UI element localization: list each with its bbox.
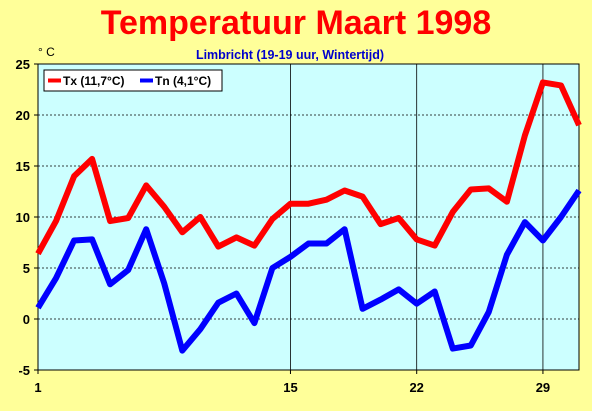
- chart-title: Temperatuur Maart 1998: [101, 4, 492, 42]
- series-lines: [35, 79, 582, 354]
- tick-labels: -5 0 5 10 15 20 25 1 15 22 29: [16, 57, 551, 395]
- x-tick-label: 15: [283, 380, 297, 395]
- y-tick-label: 25: [16, 57, 30, 72]
- grid-lines: [34, 63, 579, 374]
- x-tick-label: 29: [536, 380, 550, 395]
- x-tick-label: 22: [409, 380, 423, 395]
- series-line-0: [35, 79, 582, 256]
- y-axis-unit: ° C: [38, 45, 55, 59]
- y-tick-label: 10: [16, 210, 30, 225]
- y-tick-label: 15: [16, 159, 30, 174]
- x-tick-label: 1: [34, 380, 41, 395]
- chart-subtitle: Limbricht (19-19 uur, Wintertijd): [196, 48, 384, 62]
- legend: Tx (11,7°C) Tn (4,1°C): [43, 69, 223, 92]
- series-line-1: [35, 188, 582, 354]
- y-tick-label: 5: [23, 261, 30, 276]
- y-tick-label: -5: [18, 363, 30, 378]
- legend-label-tn: Tn (4,1°C): [155, 74, 211, 88]
- y-tick-label: 0: [23, 312, 30, 327]
- y-tick-label: 20: [16, 108, 30, 123]
- legend-box: [43, 69, 223, 92]
- legend-label-tx: Tx (11,7°C): [63, 74, 125, 88]
